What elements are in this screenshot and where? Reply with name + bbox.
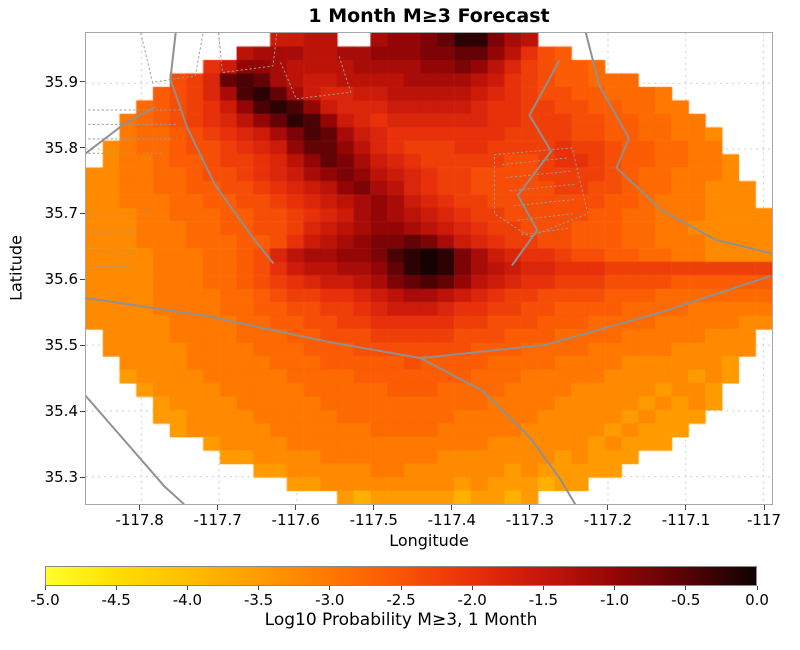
heatmap-canvas: [86, 33, 772, 504]
chart-title: 1 Month M≥3 Forecast: [308, 5, 550, 27]
y-tick-mark: [80, 410, 85, 412]
colorbar-tick-mark: [186, 586, 188, 590]
x-tick-label: -117.6: [271, 511, 320, 529]
colorbar: [45, 566, 757, 586]
colorbar-tick-label: 0.0: [745, 591, 769, 609]
x-tick-mark: [763, 505, 765, 510]
colorbar-tick-mark: [542, 586, 544, 590]
x-tick-mark: [685, 505, 687, 510]
y-tick-label: 35.6: [44, 270, 78, 289]
y-tick-mark: [80, 476, 85, 478]
colorbar-tick-label: -2.0: [457, 591, 487, 609]
x-tick-mark: [139, 505, 141, 510]
y-tick-mark: [80, 344, 85, 346]
colorbar-tick-mark: [400, 586, 402, 590]
colorbar-tick-label: -4.5: [101, 591, 131, 609]
x-tick-mark: [529, 505, 531, 510]
colorbar-tick-mark: [44, 586, 46, 590]
x-tick-label: -117.8: [115, 511, 164, 529]
y-tick-mark: [80, 212, 85, 214]
x-axis-title: Longitude: [389, 531, 469, 550]
colorbar-tick-label: -5.0: [30, 591, 60, 609]
x-tick-mark: [373, 505, 375, 510]
y-tick-label: 35.4: [44, 402, 78, 421]
y-tick-mark: [80, 147, 85, 149]
y-tick-mark: [80, 81, 85, 83]
colorbar-tick-mark: [471, 586, 473, 590]
x-tick-mark: [607, 505, 609, 510]
colorbar-tick-mark: [614, 586, 616, 590]
y-tick-label: 35.7: [44, 204, 78, 223]
x-tick-mark: [451, 505, 453, 510]
y-tick-label: 35.5: [44, 336, 78, 355]
colorbar-tick-label: -4.0: [172, 591, 203, 609]
x-tick-label: -117.5: [349, 511, 398, 529]
x-tick-mark: [217, 505, 219, 510]
colorbar-tick-mark: [756, 586, 758, 590]
colorbar-tick-label: -0.5: [671, 591, 701, 609]
x-tick-label: -117.3: [505, 511, 555, 529]
colorbar-tick-label: -3.5: [243, 591, 274, 609]
y-tick-label: 35.3: [44, 468, 78, 487]
colorbar-tick-label: -3.0: [315, 591, 345, 609]
y-tick-label: 35.8: [44, 138, 78, 157]
colorbar-tick-mark: [115, 586, 117, 590]
y-tick-mark: [80, 278, 85, 280]
y-tick-label: 35.9: [44, 72, 78, 91]
colorbar-title: Log10 Probability M≥3, 1 Month: [264, 610, 538, 630]
colorbar-tick-mark: [685, 586, 687, 590]
y-axis-title: Latitude: [6, 235, 26, 301]
plot-area: [85, 32, 773, 505]
x-tick-label: -117.7: [193, 511, 242, 529]
x-tick-label: -117: [746, 511, 782, 529]
colorbar-tick-mark: [329, 586, 331, 590]
colorbar-tick-label: -1.5: [528, 591, 559, 609]
x-tick-label: -117.1: [661, 511, 711, 529]
x-tick-label: -117.2: [583, 511, 633, 529]
x-tick-mark: [295, 505, 297, 510]
colorbar-tick-label: -1.0: [599, 591, 630, 609]
colorbar-tick-mark: [258, 586, 260, 590]
x-tick-label: -117.4: [427, 511, 476, 529]
colorbar-tick-label: -2.5: [386, 591, 416, 609]
